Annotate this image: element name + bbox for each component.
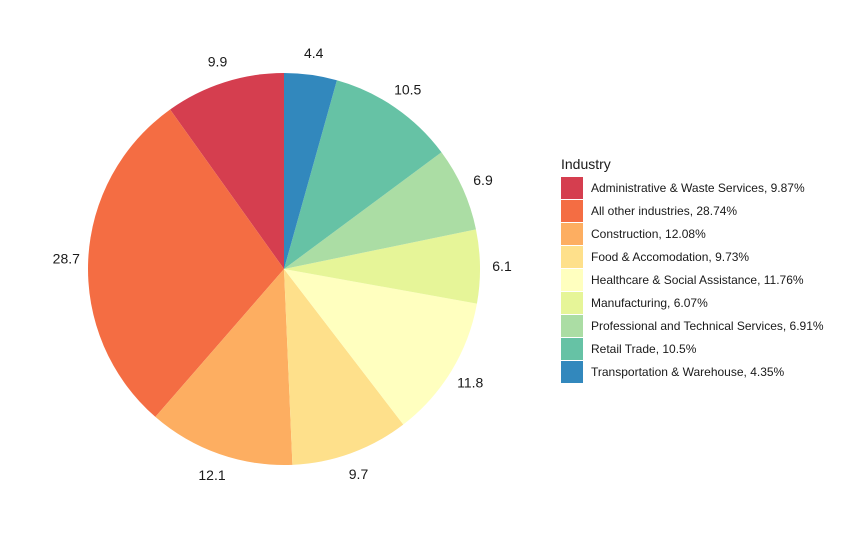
slice-value-label-8: 4.4 [304, 45, 324, 61]
legend-label-0: Administrative & Waste Services, 9.87% [591, 181, 805, 195]
legend-label-6: Professional and Technical Services, 6.9… [591, 319, 824, 333]
legend-swatch-1 [561, 200, 583, 222]
slice-value-label-6: 6.9 [473, 172, 493, 188]
slice-value-label-4: 11.8 [457, 374, 483, 390]
slice-value-label-0: 9.9 [208, 53, 228, 69]
pie-slice-0 [170, 73, 284, 269]
legend-swatch-7 [561, 338, 583, 360]
pie-slice-6 [284, 152, 476, 269]
legend-swatch-5 [561, 292, 583, 314]
legend-label-1: All other industries, 28.74% [591, 204, 737, 218]
legend-label-8: Transportation & Warehouse, 4.35% [591, 365, 785, 379]
legend-item-4: Healthcare & Social Assistance, 11.76% [561, 269, 804, 291]
pie-slice-3 [284, 269, 404, 465]
slice-value-label-1: 28.7 [53, 251, 80, 267]
pie-slice-2 [155, 269, 293, 466]
legend-item-8: Transportation & Warehouse, 4.35% [561, 361, 785, 383]
slice-value-label-7: 10.5 [394, 82, 421, 98]
pie-slice-7 [284, 80, 442, 270]
legend-item-3: Food & Accomodation, 9.73% [561, 246, 749, 268]
legend-label-3: Food & Accomodation, 9.73% [591, 250, 749, 264]
pie-slices [88, 72, 481, 466]
pie-slice-1 [88, 109, 284, 417]
pie-slice-5 [284, 229, 481, 304]
legend-swatch-2 [561, 223, 583, 245]
legend-item-1: All other industries, 28.74% [561, 200, 737, 222]
legend-label-2: Construction, 12.08% [591, 227, 706, 241]
slice-value-label-3: 9.7 [349, 466, 369, 482]
legend-item-2: Construction, 12.08% [561, 223, 706, 245]
legend-items: Administrative & Waste Services, 9.87% Al… [561, 177, 824, 383]
legend-swatch-4 [561, 269, 583, 291]
legend-label-7: Retail Trade, 10.5% [591, 342, 697, 356]
legend-label-5: Manufacturing, 6.07% [591, 296, 708, 310]
legend-item-6: Professional and Technical Services, 6.9… [561, 315, 824, 337]
legend-swatch-0 [561, 177, 583, 199]
pie-slice-4 [284, 269, 477, 425]
pie-slice-labels: 9.9 28.7 12.1 9.7 11.8 6.1 6.9 10.5 4.4 [53, 45, 512, 483]
legend-swatch-3 [561, 246, 583, 268]
legend-label-4: Healthcare & Social Assistance, 11.76% [591, 273, 804, 287]
legend-item-7: Retail Trade, 10.5% [561, 338, 697, 360]
legend-item-5: Manufacturing, 6.07% [561, 292, 708, 314]
legend-title: Industry [561, 156, 611, 172]
pie-slice-8 [284, 72, 337, 269]
legend-item-0: Administrative & Waste Services, 9.87% [561, 177, 805, 199]
legend-swatch-8 [561, 361, 583, 383]
legend-swatch-6 [561, 315, 583, 337]
slice-value-label-2: 12.1 [198, 467, 225, 483]
legend: Industry Administrative & Waste Services… [561, 156, 824, 383]
slice-value-label-5: 6.1 [492, 258, 512, 274]
